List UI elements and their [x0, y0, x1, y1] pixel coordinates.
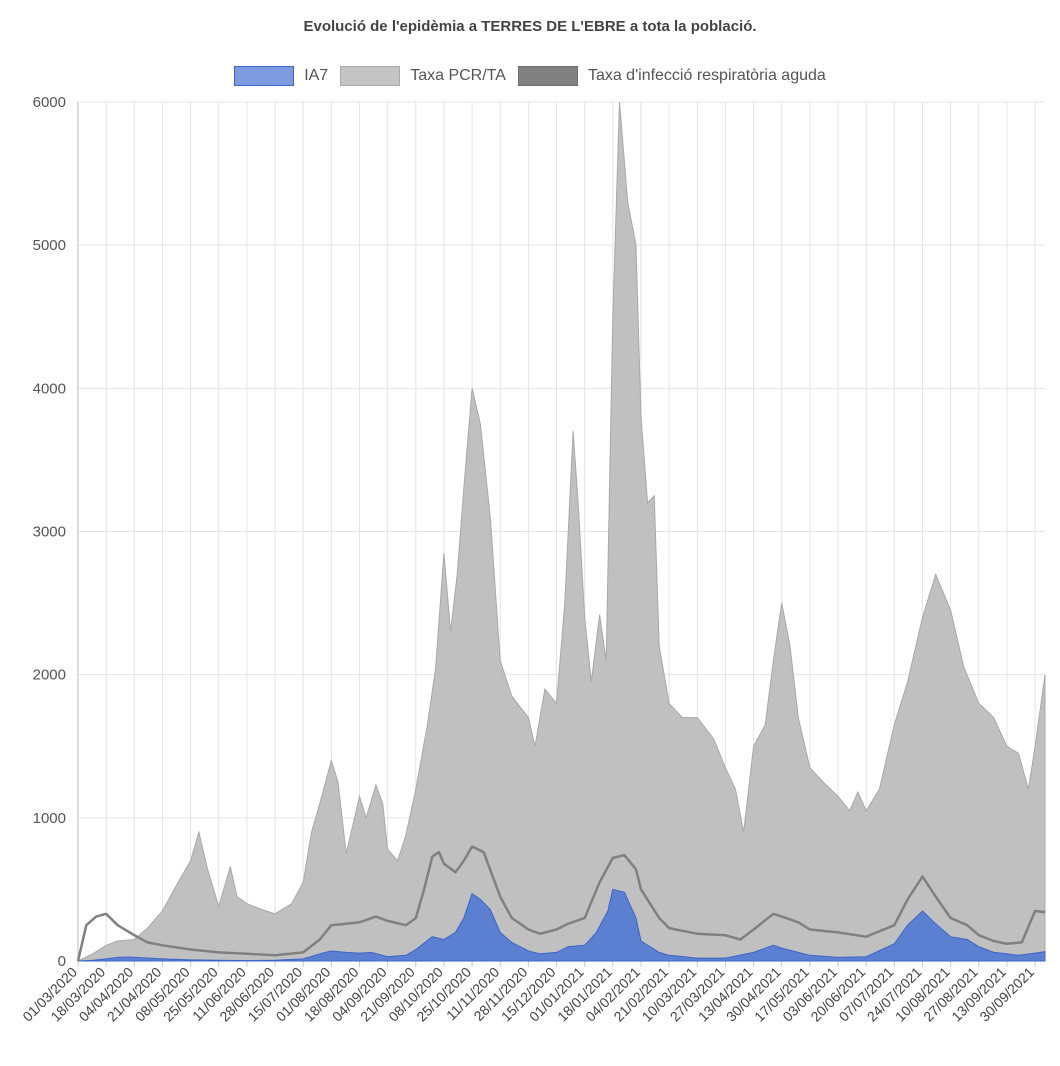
- legend-label-pcr: Taxa PCR/TA: [410, 67, 506, 84]
- legend-item-ira[interactable]: Taxa d'infecció respiratòria aguda: [517, 66, 826, 86]
- chart-title: Evolució de l'epidèmia a TERRES DE L'EBR…: [303, 18, 757, 35]
- y-tick-label: 3000: [33, 524, 66, 541]
- y-tick-label: 5000: [33, 237, 66, 254]
- legend-swatch-pcr: [340, 66, 401, 86]
- series-area-taxa-pcr-ta: [77, 101, 1046, 962]
- y-tick-label: 2000: [33, 667, 66, 684]
- legend-swatch-ira: [517, 66, 578, 86]
- chart-legend: IA7 Taxa PCR/TA Taxa d'infecció respirat…: [0, 66, 1060, 86]
- y-tick-label: 4000: [33, 380, 66, 397]
- legend-item-ia7[interactable]: IA7: [234, 66, 328, 86]
- y-tick-label: 6000: [33, 94, 66, 111]
- legend-item-pcr[interactable]: Taxa PCR/TA: [340, 66, 506, 86]
- legend-label-ira: Taxa d'infecció respiratòria aguda: [587, 67, 826, 84]
- series-line-taxa-ira: [76, 845, 1046, 962]
- y-tick-label: 1000: [33, 810, 66, 827]
- legend-swatch-ia7: [234, 66, 295, 86]
- legend-label-ia7: IA7: [304, 67, 329, 84]
- series-area-ia7: [77, 888, 1046, 962]
- y-tick-label: 0: [58, 953, 66, 970]
